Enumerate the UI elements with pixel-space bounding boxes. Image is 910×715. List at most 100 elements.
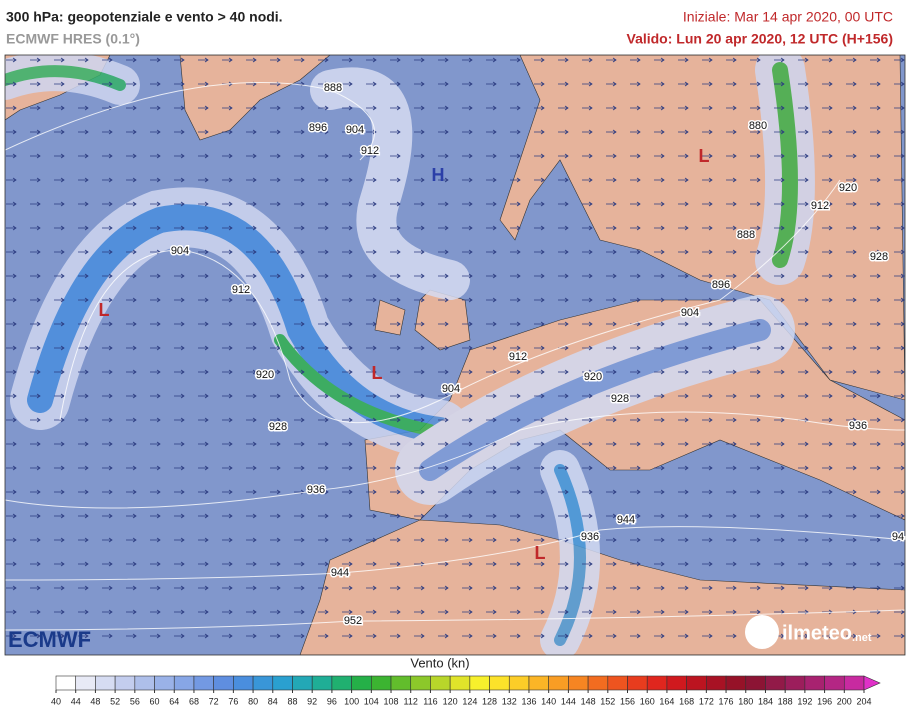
colorbar-tick-label: 64 [169,696,179,706]
colorbar-tick-label: 44 [71,696,81,706]
colorbar-swatch [154,675,175,691]
colorbar-tick-label: 136 [521,696,536,706]
colorbar-swatch [449,675,471,691]
colorbar-tick-label: 56 [130,696,140,706]
contour-label: 888 [737,229,755,241]
colorbar-tick-label: 156 [620,696,635,706]
contour-label: 888 [324,82,342,94]
colorbar-tick-label: 128 [482,696,497,706]
contour-label: 944 [617,514,635,526]
colorbar-swatch [568,675,589,691]
colorbar-swatch [371,675,392,691]
colorbar-swatch [706,675,727,691]
contour-label: 936 [307,484,325,496]
colorbar-swatch [469,675,490,691]
colorbar-swatch [666,675,687,691]
pressure-center: H [432,165,445,185]
colorbar-swatch [784,675,806,691]
pressure-center: L [699,146,710,166]
colorbar-tick-label: 80 [248,696,258,706]
colorbar-tick-label: 104 [364,696,379,706]
colorbar-swatch [508,675,530,691]
contour-label: 896 [309,122,327,134]
colorbar-swatch [213,675,234,691]
contour-label: 912 [811,200,829,212]
colorbar-tick-label: 72 [209,696,219,706]
contour-label: 896 [712,279,730,291]
colorbar-tick-label: 68 [189,696,199,706]
colorbar-swatch [725,675,747,691]
colorbar-tick-label: 148 [581,696,596,706]
colorbar-swatch [95,675,116,691]
contour-label: 912 [361,145,379,157]
colorbar-swatch [134,675,155,691]
colorbar-tick-label: 192 [797,696,812,706]
colorbar-tick-label: 168 [679,696,694,706]
colorbar-tick-label: 160 [640,696,655,706]
colorbar-tick-label: 52 [110,696,120,706]
colorbar-swatch [252,675,274,691]
ilmeteo-suffix: .net [852,632,872,644]
contour-label: 920 [584,371,602,383]
colorbar-swatch [173,675,195,691]
contour-label: 880 [749,120,767,132]
pressure-center: L [372,363,383,383]
colorbar-swatch [686,675,707,691]
colorbar-title: Vento (kn) [410,655,469,670]
colorbar-swatch [233,675,254,691]
colorbar-tick-label: 152 [600,696,615,706]
colorbar-tick-label: 112 [404,696,418,706]
colorbar-tick-label: 116 [423,696,437,706]
colorbar-tick-label: 124 [462,696,477,706]
colorbar-swatch [824,675,845,691]
colorbar-tick-label: 60 [150,696,160,706]
model: ECMWF HRES (0.1°) [6,31,140,47]
ilmeteo-logo: ilmeteo [782,622,852,644]
pressure-center: L [535,543,546,563]
map-frame [4,54,906,656]
ilmeteo-icon [745,615,779,649]
colorbar-tick-label: 196 [817,696,832,706]
colorbar-swatch [528,675,549,691]
contour-label: 904 [171,245,189,257]
colorbar-tick-label: 144 [561,696,576,706]
contour-label: 904 [346,124,364,136]
contour-label: 928 [870,251,888,263]
colorbar-swatch [75,675,96,691]
colorbar-swatch [390,675,412,691]
colorbar-tick-label: 92 [307,696,317,706]
colorbar-swatch [587,675,609,691]
colorbar-tick-label: 176 [719,696,734,706]
valid-time: Valido: Lun 20 apr 2020, 12 UTC (H+156) [627,31,894,47]
colorbar-tick-label: 120 [443,696,458,706]
contour-label: 904 [681,307,699,319]
colorbar-swatch [410,675,431,691]
colorbar-tick-label: 140 [541,696,556,706]
contour-label: 94 [892,531,904,543]
colorbar-tick-label: 164 [659,696,674,706]
colorbar-tick-label: 48 [90,696,100,706]
contour-label: 952 [344,615,362,627]
colorbar-tick-label: 108 [384,696,399,706]
colorbar-tick-label: 200 [837,696,852,706]
colorbar-tick-label: 172 [699,696,714,706]
contour-label: 928 [269,421,287,433]
colorbar-swatch [114,675,136,691]
contour-label: 912 [509,351,527,363]
map [5,55,905,655]
colorbar-arrow [863,675,881,691]
colorbar-swatch [292,675,313,691]
colorbar-tick-label: 180 [738,696,753,706]
colorbar-swatch [430,675,451,691]
contour-label: 944 [331,567,349,579]
isohypses [5,82,905,631]
colorbar-swatch [548,675,569,691]
pressure-center: L [99,300,110,320]
colorbar-swatch [627,675,648,691]
colorbar-swatch [607,675,628,691]
colorbar-tick-label: 100 [344,696,359,706]
colorbar-swatch [646,675,668,691]
colorbar-swatch [351,675,372,691]
colorbar-tick-label: 188 [778,696,793,706]
